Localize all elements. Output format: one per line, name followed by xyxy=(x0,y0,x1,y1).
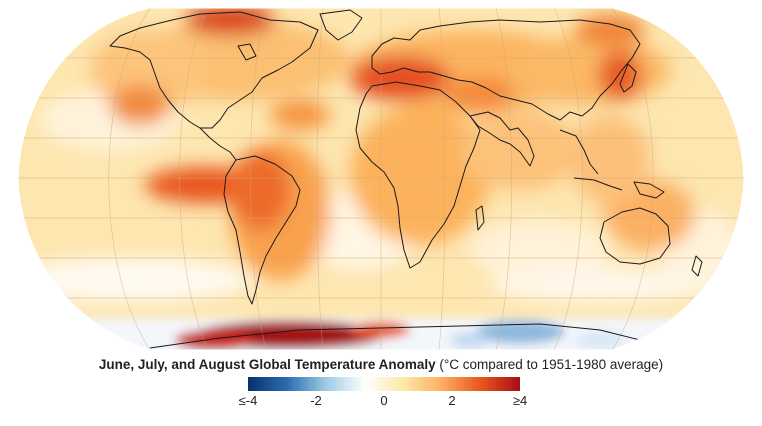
caption-units: (°C compared to 1951-1980 average) xyxy=(435,357,664,372)
coastlines xyxy=(109,9,703,349)
anomaly-field xyxy=(18,8,744,350)
legend-color-bar xyxy=(248,377,520,391)
legend-tick-label: ≤-4 xyxy=(238,393,258,408)
legend-tick-label: 2 xyxy=(448,393,456,408)
legend-tick-label: -2 xyxy=(310,393,322,408)
world-map xyxy=(17,7,745,351)
graticule xyxy=(18,8,744,350)
legend-ticks: ≤-4 -2 0 2 ≥4 xyxy=(239,393,528,413)
map-canvas xyxy=(17,7,745,351)
caption-title: June, July, and August Global Temperatur… xyxy=(98,357,436,372)
map-caption: June, July, and August Global Temperatur… xyxy=(0,357,762,372)
color-legend xyxy=(248,377,520,391)
legend-tick-label: ≥4 xyxy=(512,393,528,408)
legend-tick-label: 0 xyxy=(380,393,388,408)
